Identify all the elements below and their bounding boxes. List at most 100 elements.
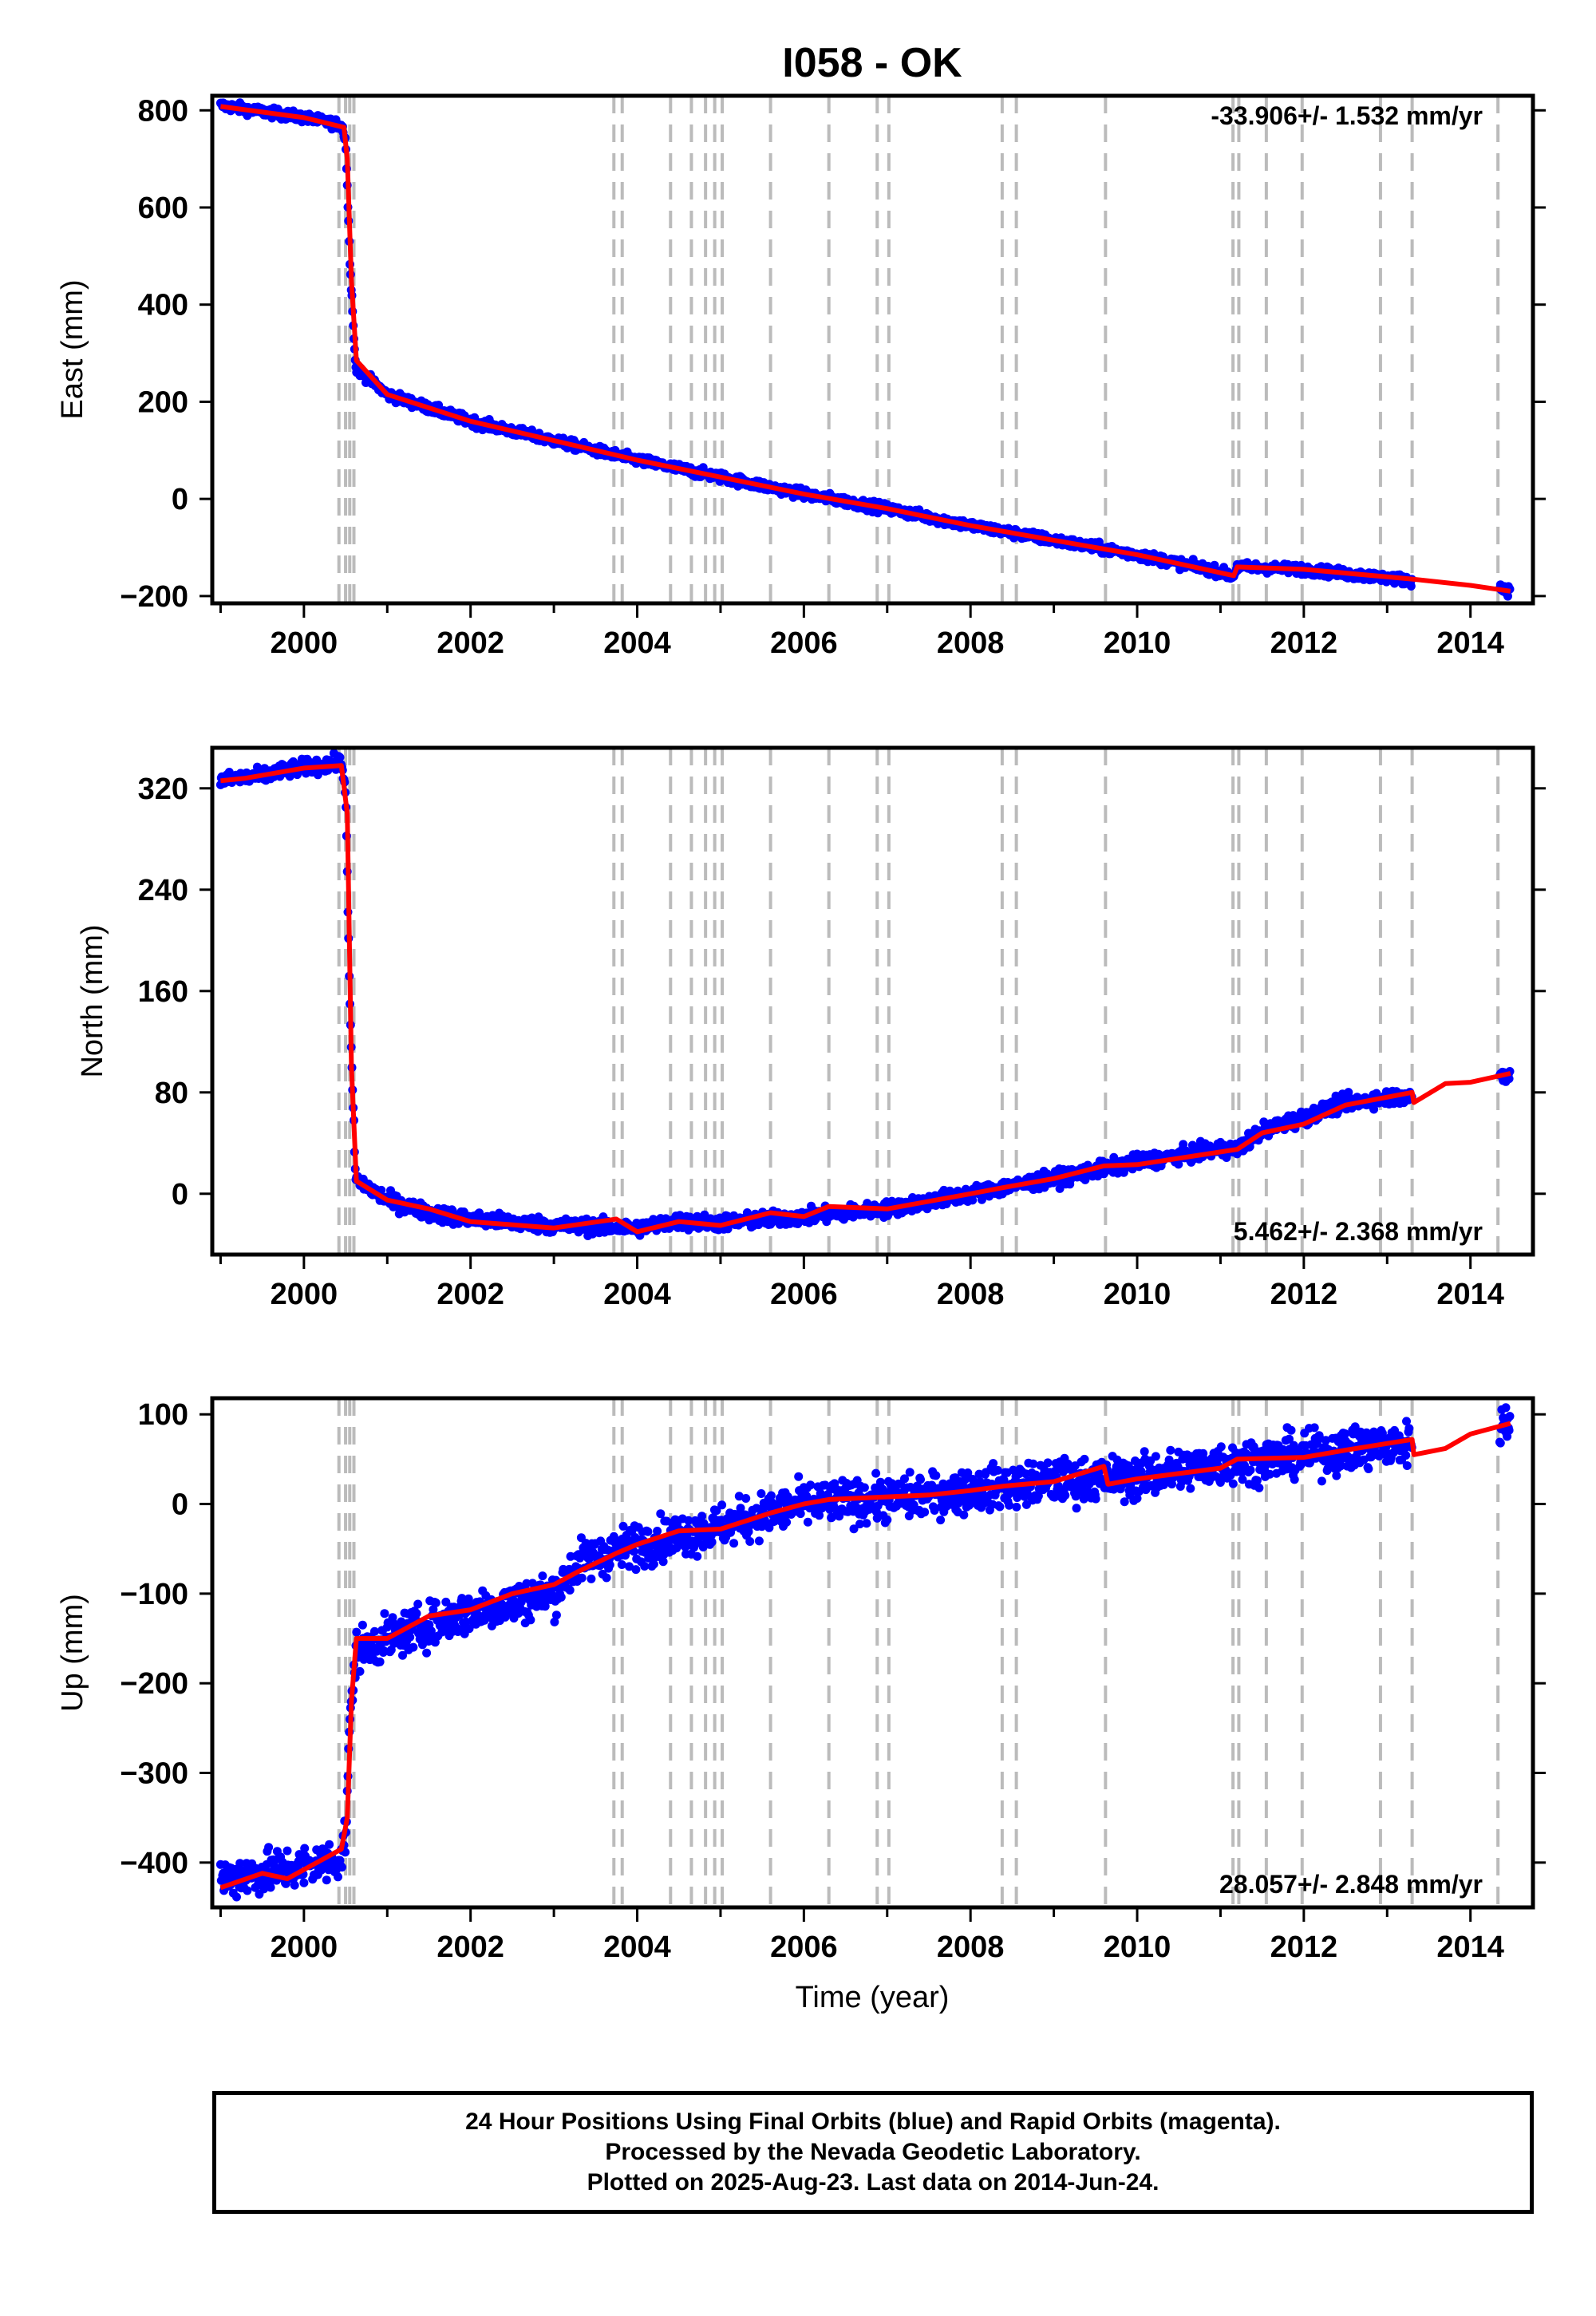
data-point (766, 1491, 776, 1500)
data-point (930, 1506, 939, 1515)
data-point (1055, 1184, 1065, 1193)
data-point (565, 1586, 575, 1595)
data-point (422, 1648, 432, 1658)
data-point (631, 1565, 641, 1575)
data-point (338, 1863, 346, 1872)
data-point (658, 1557, 668, 1567)
data-point (684, 1516, 693, 1525)
data-point (538, 1571, 547, 1581)
observation-points (215, 749, 1515, 1240)
data-point (355, 1666, 365, 1676)
x-tick-label: 2004 (603, 626, 671, 660)
x-tick-label: 2000 (271, 626, 338, 660)
y-tick-label: 400 (138, 289, 188, 322)
data-point (712, 1506, 721, 1516)
data-point (656, 1509, 666, 1519)
rate-label: 5.462+/- 2.368 mm/yr (1234, 1217, 1483, 1246)
data-point (803, 1517, 812, 1527)
data-point (959, 1510, 969, 1520)
data-point (717, 1500, 727, 1510)
data-point (617, 1560, 626, 1569)
data-point (551, 1611, 561, 1620)
data-point (300, 1844, 310, 1853)
x-tick-label: 2008 (937, 1278, 1005, 1311)
data-point (729, 1539, 739, 1548)
data-point (335, 753, 345, 762)
figure-title: I058 - OK (782, 40, 962, 86)
data-point (883, 1515, 892, 1524)
data-point (369, 1626, 379, 1636)
data-point (352, 1627, 361, 1637)
model-line (220, 763, 1511, 1235)
data-point (587, 1574, 596, 1583)
data-point (299, 1878, 309, 1887)
data-point (380, 1609, 389, 1618)
equipment-change-lines (337, 96, 1500, 603)
data-point (993, 1465, 1002, 1475)
data-point (1503, 591, 1512, 601)
data-point (963, 1468, 973, 1477)
data-point (875, 1477, 885, 1487)
x-tick-label: 2010 (1104, 626, 1171, 660)
y-tick-label: 320 (138, 773, 188, 806)
data-point (796, 1509, 805, 1519)
data-point (931, 1471, 941, 1480)
data-point (736, 1504, 745, 1513)
data-point (815, 1511, 824, 1520)
data-point (757, 1489, 766, 1498)
y-tick-label: 0 (172, 483, 188, 516)
data-point (426, 1626, 436, 1636)
data-point (325, 1840, 334, 1849)
data-point (968, 1196, 978, 1205)
x-tick-label: 2006 (770, 626, 838, 660)
data-point (235, 1859, 245, 1868)
data-point (916, 1475, 925, 1484)
observation-points (215, 98, 1515, 601)
data-point (413, 1599, 423, 1609)
y-tick-label: 200 (138, 385, 188, 419)
data-point (909, 1500, 918, 1510)
data-point (989, 1459, 998, 1468)
data-point (905, 1468, 915, 1477)
model-line (220, 104, 1511, 594)
y-axis-label: North (mm) (76, 924, 109, 1077)
x-tick-label: 2004 (603, 1278, 671, 1311)
equipment-change-lines (337, 748, 1500, 1255)
data-point (358, 1620, 367, 1630)
data-point (431, 1598, 440, 1607)
rate-label: -33.906+/- 1.532 mm/yr (1211, 101, 1483, 130)
data-point (829, 1502, 839, 1512)
plot-frame (210, 745, 1535, 1257)
data-point (900, 1474, 909, 1484)
x-tick-label: 2012 (1270, 1278, 1338, 1311)
data-point (412, 1609, 421, 1618)
data-point (264, 1843, 274, 1852)
data-point (734, 1492, 744, 1501)
north-panel: 2000 2002 2004 2006 2008 2010 2012 201408016024… (76, 745, 1546, 1311)
data-point (707, 1537, 717, 1547)
data-point (835, 1512, 844, 1521)
data-point (375, 1657, 385, 1666)
y-tick-label: 80 (155, 1077, 188, 1110)
data-point (405, 1632, 415, 1642)
data-point (290, 1880, 299, 1890)
data-point (920, 1508, 930, 1517)
data-point (782, 1517, 792, 1527)
data-point (754, 1536, 764, 1546)
y-tick-label: 240 (138, 874, 188, 907)
data-point (232, 1892, 241, 1902)
x-tick-label: 2008 (937, 626, 1005, 660)
data-point (961, 1475, 970, 1484)
data-point (745, 1537, 755, 1546)
y-tick-label: 800 (138, 94, 188, 128)
data-point (625, 1562, 634, 1571)
x-tick-label: 2010 (1104, 1278, 1171, 1311)
data-point (862, 1519, 871, 1528)
data-point (429, 1605, 438, 1614)
data-point (794, 1472, 804, 1481)
data-point (409, 1642, 418, 1652)
x-tick-label: 2000 (271, 1278, 338, 1311)
x-tick-label: 2014 (1436, 1278, 1504, 1311)
data-point (556, 1592, 566, 1602)
